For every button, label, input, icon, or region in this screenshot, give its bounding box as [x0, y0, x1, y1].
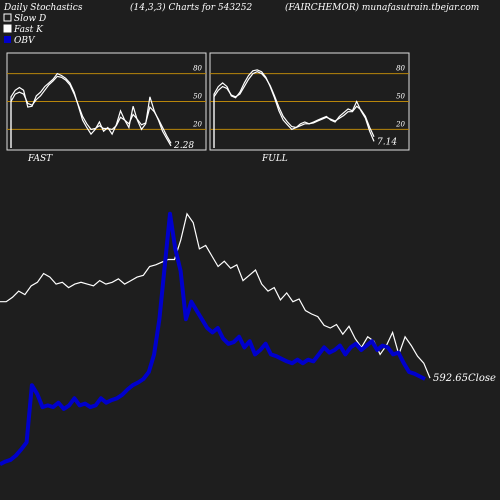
- legend: Slow D Fast K OBV: [3, 13, 46, 46]
- full-panel-label: FULL: [261, 154, 288, 164]
- fast-tick-label-50: 50: [193, 93, 202, 101]
- full-tick-label-20: 20: [395, 120, 405, 128]
- full-tick-label-50: 50: [396, 93, 405, 101]
- fast-k-line: [10, 72, 172, 148]
- fast-panel-label: FAST: [27, 154, 53, 164]
- price-obv-panel: 592.65Close: [0, 211, 496, 466]
- obv-line: [0, 211, 426, 466]
- close-price-line: [0, 212, 431, 379]
- full-d-line: [213, 71, 375, 148]
- legend-obv-label: OBV: [14, 36, 36, 46]
- legend-slow-d-label: Slow D: [14, 14, 46, 24]
- legend-fast-k-label: Fast K: [13, 25, 44, 35]
- fast-last-value: 2.28: [173, 141, 194, 151]
- full-stochastic-panel: 80 50 20 7.14 FULL: [209, 52, 410, 164]
- full-last-value: 7.14: [377, 137, 397, 147]
- full-tick-label-80: 80: [396, 65, 405, 73]
- legend-obv-swatch: [4, 36, 11, 43]
- fast-stochastic-panel: 80 50 20 2.28 FAST: [6, 52, 207, 164]
- fast-tick-label-80: 80: [193, 65, 202, 73]
- slow-d-line-fast: [10, 75, 172, 148]
- legend-fast-k-swatch: [3, 24, 12, 33]
- header-symbol-site: (FAIRCHEMOR) munafasutrain.tbejar.com: [285, 2, 479, 13]
- header-params: (14,3,3) Charts for 543252: [130, 2, 252, 13]
- fast-tick-label-20: 20: [192, 120, 202, 128]
- header-left-title: Daily Stochastics: [3, 3, 83, 13]
- close-value-label: 592.65Close: [433, 373, 496, 384]
- legend-slow-d-swatch: [3, 13, 12, 22]
